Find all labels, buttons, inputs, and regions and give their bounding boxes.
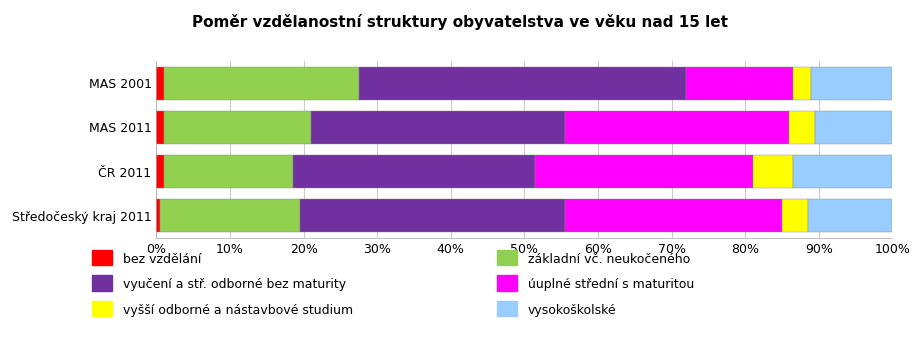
Bar (564, 111, 789, 144)
Bar (358, 67, 686, 100)
Bar (781, 199, 807, 233)
Bar (789, 111, 814, 144)
Text: Poměr vzdělanostní struktury obyvatelstva ve věku nad 15 let: Poměr vzdělanostní struktury obyvatelstv… (192, 14, 727, 30)
Bar (792, 67, 811, 100)
Bar (752, 155, 792, 188)
Text: vyučení a stř. odborné bez maturity: vyučení a stř. odborné bez maturity (123, 278, 346, 291)
Bar (164, 111, 311, 144)
Bar (164, 67, 358, 100)
Bar (156, 67, 164, 100)
Bar (811, 67, 891, 100)
Bar (156, 111, 164, 144)
Bar (792, 155, 891, 188)
Bar (311, 111, 564, 144)
Bar (807, 199, 891, 233)
Bar (300, 199, 564, 233)
Bar (156, 199, 160, 233)
Bar (292, 155, 535, 188)
Bar (814, 111, 891, 144)
Text: základní vč. neukočeného: základní vč. neukočeného (528, 253, 689, 266)
Bar (156, 155, 164, 188)
Bar (164, 155, 292, 188)
Bar (564, 199, 781, 233)
Bar (686, 67, 792, 100)
Text: úuplné střední s maturitou: úuplné střední s maturitou (528, 278, 694, 291)
Text: vysokoškolské: vysokoškolské (528, 304, 616, 317)
Text: vyšší odborné a nástavbové studium: vyšší odborné a nástavbové studium (123, 304, 353, 317)
Bar (160, 199, 300, 233)
Bar (535, 155, 752, 188)
Text: bez vzdělání: bez vzdělání (123, 253, 201, 266)
